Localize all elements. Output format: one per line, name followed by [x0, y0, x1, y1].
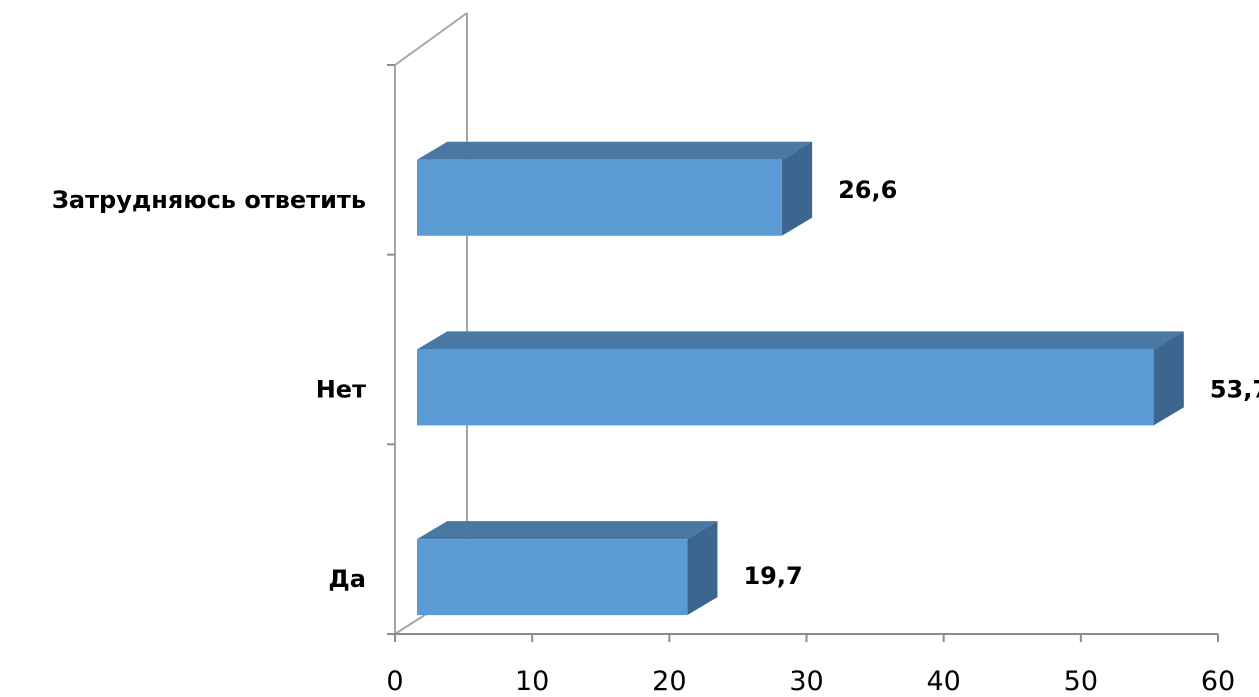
bar-cat-1 [417, 331, 1184, 425]
bar-top-face [417, 142, 812, 160]
category-labels: Да Нет Затрудняюсь ответить [52, 186, 366, 593]
bar-top-face [417, 521, 717, 539]
category-label-cat-2: Затрудняюсь ответить [52, 186, 366, 214]
bar-front-face [417, 539, 687, 615]
bar-front-face [417, 349, 1154, 425]
value-label-cat-0: 19,7 [743, 562, 802, 590]
x-tick-label-0: 0 [386, 666, 403, 697]
x-tick-label-4: 40 [926, 666, 960, 697]
bars [417, 142, 1184, 615]
category-label-cat-1: Нет [316, 375, 366, 403]
value-label-cat-2: 26,6 [838, 176, 897, 204]
value-label-cat-1: 53,7 [1210, 375, 1259, 403]
bar-front-face [417, 160, 782, 236]
category-label-cat-0: Да [328, 565, 366, 593]
x-tick-label-5: 50 [1064, 666, 1098, 697]
x-tick-label-1: 10 [515, 666, 549, 697]
bar-top-face [417, 331, 1184, 349]
bar-cat-2 [417, 142, 812, 236]
x-tick-label-2: 20 [652, 666, 686, 697]
x-tick-labels: 0 10 20 30 40 50 60 [386, 666, 1235, 697]
x-tick-label-3: 30 [789, 666, 823, 697]
x-tick-label-6: 60 [1201, 666, 1235, 697]
bar-cat-0 [417, 521, 717, 615]
